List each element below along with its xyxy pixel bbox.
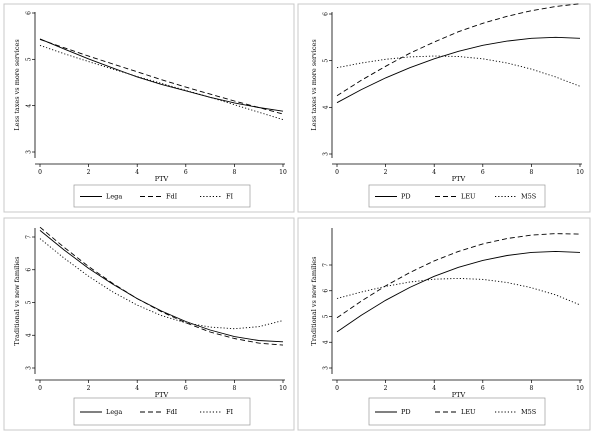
y-tick-label: 3 xyxy=(323,366,330,370)
x-tick-label: 0 xyxy=(335,385,339,392)
panel-frame xyxy=(3,3,295,213)
y-tick-label: 6 xyxy=(323,289,330,293)
panel-frame xyxy=(297,217,591,431)
y-tick-label: 3 xyxy=(26,366,33,370)
legend-label: Lega xyxy=(106,193,122,201)
series-line xyxy=(336,277,581,306)
x-axis-title: PTV xyxy=(452,391,466,399)
series-line xyxy=(39,238,284,330)
x-tick-label: 2 xyxy=(384,169,388,176)
legend-box xyxy=(368,397,546,426)
x-axis-title: PTV xyxy=(452,175,466,183)
x-axis-title: PTV xyxy=(155,391,169,399)
x-tick-label: 0 xyxy=(335,169,339,176)
series-line xyxy=(336,233,581,319)
x-tick-label: 2 xyxy=(87,385,91,392)
series-line xyxy=(39,230,284,343)
chart-panel: 3 4 5 6 7 0 2 4 6 8 10 PTV Traditional vs new famili… xyxy=(3,217,295,431)
x-axis-title: PTV xyxy=(155,175,169,183)
chart-panel: 3 4 5 6 0 2 4 6 8 10 PTV Less taxes vs more service… xyxy=(297,3,591,213)
series-line xyxy=(336,36,581,104)
x-tick-label: 10 xyxy=(576,169,584,176)
x-tick-label: 4 xyxy=(432,169,436,176)
legend-label: PD xyxy=(401,408,411,416)
x-tick-label: 2 xyxy=(384,385,388,392)
legend-label: FI xyxy=(226,408,234,416)
legend-label: LEU xyxy=(461,408,476,416)
x-tick-label: 10 xyxy=(279,169,287,176)
y-tick-label: 3 xyxy=(323,152,330,156)
y-tick-label: 6 xyxy=(26,268,33,272)
x-tick-label: 8 xyxy=(232,169,236,176)
series-line xyxy=(39,226,284,346)
x-tick-label: 4 xyxy=(135,169,139,176)
series-line xyxy=(336,250,581,333)
series-line xyxy=(336,3,581,97)
legend-label: FdI xyxy=(166,193,178,201)
y-tick-label: 5 xyxy=(323,59,330,63)
x-tick-label: 6 xyxy=(184,385,188,392)
y-tick-label: 6 xyxy=(323,12,330,16)
y-tick-label: 3 xyxy=(26,150,33,154)
y-axis-title: Traditional vs new families xyxy=(310,257,318,346)
chart-panel: 3 4 5 6 7 0 2 4 6 8 10 PTV Traditional vs new famili… xyxy=(297,217,591,431)
x-tick-label: 4 xyxy=(135,385,139,392)
y-tick-label: 7 xyxy=(26,235,33,239)
legend-label: FdI xyxy=(166,408,178,416)
y-tick-label: 5 xyxy=(26,57,33,61)
x-tick-label: 8 xyxy=(529,169,533,176)
x-tick-label: 6 xyxy=(184,169,188,176)
y-axis-title: Traditional vs new families xyxy=(13,257,21,346)
y-tick-label: 5 xyxy=(323,314,330,318)
y-tick-label: 4 xyxy=(323,340,330,344)
legend-label: FI xyxy=(226,193,234,201)
y-tick-label: 4 xyxy=(26,333,33,337)
legend-box xyxy=(368,184,546,208)
panel-frame xyxy=(297,3,591,213)
series-line xyxy=(336,55,581,87)
legend-label: Lega xyxy=(106,408,122,416)
x-tick-label: 0 xyxy=(38,169,42,176)
series-line xyxy=(39,44,284,121)
y-tick-label: 5 xyxy=(26,300,33,304)
panel-frame xyxy=(3,217,295,431)
y-tick-label: 4 xyxy=(26,104,33,108)
series-line xyxy=(39,38,284,115)
legend-box xyxy=(73,184,251,208)
y-axis-title: Less taxes vs more services xyxy=(310,39,318,130)
x-tick-label: 6 xyxy=(481,385,485,392)
x-tick-label: 6 xyxy=(481,169,485,176)
legend-label: M5S xyxy=(521,193,536,201)
chart-panel: 3 4 5 6 0 2 4 6 8 10 PTV Less taxes vs more service… xyxy=(3,3,295,213)
legend-label: M5S xyxy=(521,408,536,416)
x-tick-label: 2 xyxy=(87,169,91,176)
y-tick-label: 4 xyxy=(323,105,330,109)
x-tick-label: 8 xyxy=(232,385,236,392)
legend-label: PD xyxy=(401,193,411,201)
x-tick-label: 10 xyxy=(576,385,584,392)
y-tick-label: 6 xyxy=(26,11,33,15)
y-tick-label: 7 xyxy=(323,263,330,267)
legend-label: LEU xyxy=(461,193,476,201)
x-tick-label: 0 xyxy=(38,385,42,392)
x-tick-label: 8 xyxy=(529,385,533,392)
series-line xyxy=(39,38,284,112)
legend-box xyxy=(73,397,251,426)
x-tick-label: 4 xyxy=(432,385,436,392)
y-axis-title: Less taxes vs more services xyxy=(13,39,21,130)
x-tick-label: 10 xyxy=(279,385,287,392)
